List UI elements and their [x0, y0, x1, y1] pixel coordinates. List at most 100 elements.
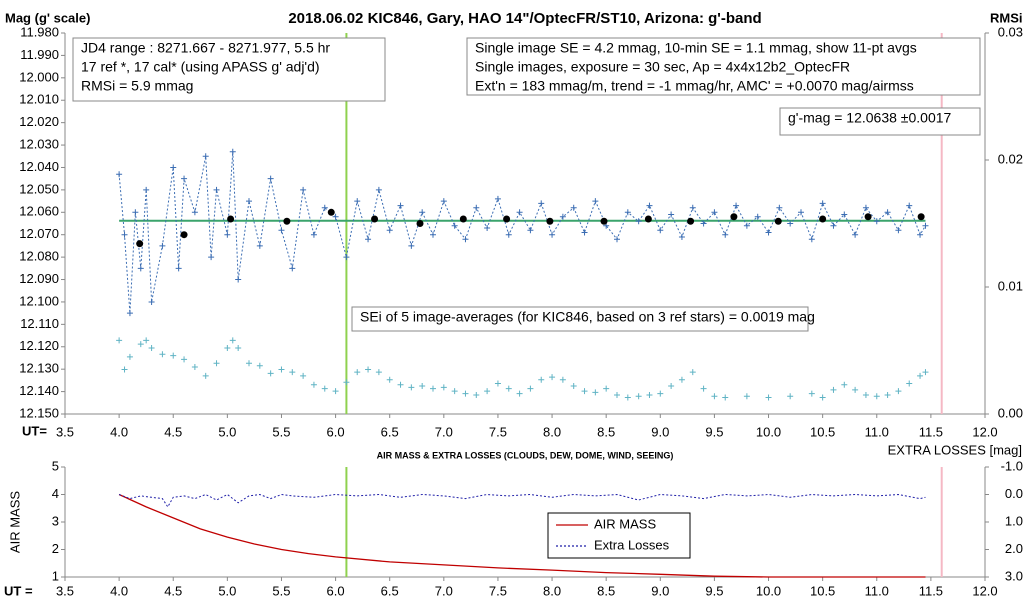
- point: [419, 383, 426, 390]
- point: [224, 231, 231, 238]
- point: [416, 220, 424, 227]
- x-tick-label: 10.5: [810, 424, 835, 439]
- annotation-box: [351, 306, 809, 332]
- point: [191, 209, 198, 216]
- point: [678, 376, 685, 383]
- point: [283, 217, 291, 225]
- annotation-text: RMSi = 5.9 mmag: [81, 78, 193, 94]
- x-tick-label: 8.0: [543, 424, 561, 439]
- point: [408, 242, 415, 249]
- y2-tick-label: 3.0: [1005, 568, 1023, 583]
- point: [181, 356, 188, 363]
- y-tick-label: 12.100: [19, 293, 59, 308]
- point: [235, 276, 242, 283]
- legend-label: Extra Losses: [594, 537, 670, 552]
- x-tick-label: 12.0: [972, 583, 997, 598]
- point: [137, 341, 144, 348]
- point: [862, 391, 869, 398]
- x-tick-label: 7.5: [489, 424, 507, 439]
- point: [774, 217, 782, 225]
- point: [332, 213, 339, 220]
- annotation-box: [72, 37, 386, 102]
- point: [722, 231, 729, 238]
- point: [365, 236, 372, 243]
- annotation-box: [779, 107, 981, 136]
- point: [538, 200, 545, 207]
- annotation-box: [466, 37, 981, 96]
- point: [527, 227, 534, 234]
- point: [503, 215, 511, 223]
- point: [644, 215, 652, 223]
- annotation-text: SEi of 5 image-averages (for KIC846, bas…: [360, 309, 815, 325]
- chart-title: AIR MASS & EXTRA LOSSES (CLOUDS, DEW, DO…: [377, 450, 674, 460]
- annotation-text: Single images, exposure = 30 sec, Ap = 4…: [475, 59, 850, 75]
- point: [917, 213, 925, 221]
- point: [841, 211, 848, 218]
- y-tick-label: 12.140: [19, 383, 59, 398]
- point: [202, 372, 209, 379]
- annotation-text: 17 ref *, 17 cal* (using APASS g' adj'd): [81, 59, 320, 75]
- y-axis-label: AIR MASS: [7, 491, 22, 553]
- y2-tick-label: 0.00: [998, 405, 1023, 420]
- point: [922, 222, 929, 229]
- point: [343, 379, 350, 386]
- point: [267, 175, 274, 182]
- y-tick-label: 12.080: [19, 249, 59, 264]
- point: [592, 198, 599, 205]
- y-tick-label: 4: [52, 486, 59, 501]
- point: [873, 218, 880, 225]
- point: [375, 186, 382, 193]
- point: [327, 208, 335, 216]
- point: [505, 385, 512, 392]
- point: [371, 215, 379, 223]
- point: [278, 227, 285, 234]
- point: [906, 380, 913, 387]
- point: [440, 198, 447, 205]
- point: [116, 337, 123, 344]
- chart-title: 2018.06.02 KIC846, Gary, HAO 14"/OptecFR…: [288, 10, 761, 27]
- point: [657, 390, 664, 397]
- point: [213, 186, 220, 193]
- x-tick-label: 7.0: [435, 424, 453, 439]
- x-tick-label: 10.0: [756, 583, 781, 598]
- point: [121, 366, 128, 373]
- x-tick-label: 10.0: [756, 424, 781, 439]
- point: [137, 265, 144, 272]
- point: [516, 209, 523, 216]
- point: [711, 393, 718, 400]
- point: [884, 391, 891, 398]
- point: [852, 231, 859, 238]
- point: [687, 217, 695, 225]
- x-tick-label: 5.5: [272, 583, 290, 598]
- x-axis-label: UT=: [22, 423, 47, 438]
- point: [310, 231, 317, 238]
- x-tick-label: 9.0: [651, 583, 669, 598]
- point: [689, 369, 696, 376]
- point: [549, 374, 556, 381]
- y2-axis-label: RMSi: [990, 10, 1023, 25]
- point: [365, 366, 372, 373]
- point: [776, 204, 783, 211]
- point: [592, 389, 599, 396]
- point: [549, 231, 556, 238]
- y-tick-label: 12.040: [19, 159, 59, 174]
- series-line: [118, 493, 926, 508]
- y2-tick-label: 0.02: [998, 151, 1023, 166]
- point: [873, 393, 880, 400]
- point: [136, 240, 144, 248]
- y-tick-label: 12.030: [19, 136, 59, 151]
- point: [132, 209, 139, 216]
- point: [321, 385, 328, 392]
- y2-tick-label: 0.0: [1005, 486, 1023, 501]
- point: [126, 310, 133, 317]
- point: [754, 213, 761, 220]
- point: [862, 204, 869, 211]
- point: [808, 236, 815, 243]
- legend-box: [547, 512, 691, 559]
- x-tick-label: 11.5: [919, 583, 943, 598]
- point: [148, 344, 155, 351]
- legend-label: AIR MASS: [594, 516, 656, 531]
- point: [321, 204, 328, 211]
- y2-tick-label: 1.0: [1005, 513, 1023, 528]
